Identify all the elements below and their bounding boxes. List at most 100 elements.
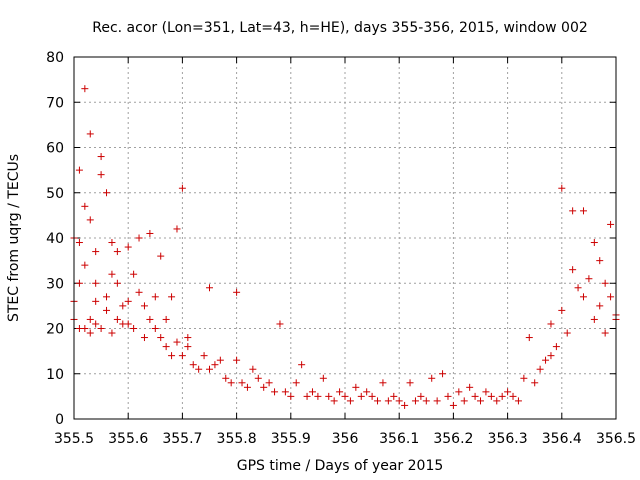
data-point [558, 306, 566, 314]
x-tick-label: 356.4 [542, 431, 582, 447]
data-point [374, 397, 382, 405]
data-point [428, 374, 436, 382]
data-point [206, 284, 213, 292]
data-point [477, 397, 484, 405]
y-axis-label: STEC from uqrg / TECUs [6, 154, 22, 322]
data-point [276, 320, 284, 328]
data-point [81, 325, 89, 332]
data-point [81, 202, 89, 210]
x-tick-label: 355.5 [54, 431, 94, 447]
y-tick-label: 20 [46, 322, 64, 338]
data-point [184, 343, 192, 351]
data-point [525, 334, 533, 342]
data-point [390, 392, 398, 400]
data-point [86, 216, 94, 224]
data-point [514, 397, 522, 405]
data-point [140, 302, 148, 310]
x-tick-label: 355.8 [217, 431, 257, 447]
data-point [368, 392, 376, 400]
x-tick-label: 355.6 [108, 431, 148, 447]
data-point [574, 284, 582, 292]
data-point [314, 392, 322, 400]
data-point [195, 365, 203, 373]
data-point [601, 329, 609, 337]
data-point [395, 397, 403, 405]
data-point [330, 397, 338, 405]
y-tick-label: 70 [46, 95, 64, 111]
data-point [346, 397, 354, 405]
data-point [140, 334, 148, 342]
data-point [173, 225, 181, 233]
x-tick-label: 356 [332, 431, 359, 447]
data-point [135, 234, 143, 242]
data-point [81, 85, 89, 93]
data-point [124, 243, 132, 251]
data-point [460, 397, 468, 405]
data-point [151, 293, 159, 301]
data-point [81, 261, 89, 269]
x-axis-label: GPS time / Days of year 2015 [237, 458, 444, 474]
data-point [168, 352, 176, 360]
data-point [298, 361, 306, 369]
data-point [590, 239, 598, 247]
data-point [189, 361, 197, 369]
data-point [108, 329, 116, 337]
data-point [607, 220, 615, 228]
data-point [563, 329, 571, 337]
x-tick-labels: 355.5 355.6 355.7 355.8 355.9 356 356.1 356.2 35… [54, 431, 636, 447]
data-point [254, 374, 262, 382]
data-point [607, 293, 615, 301]
data-point [287, 392, 295, 400]
data-point [103, 293, 111, 301]
data-point [547, 352, 555, 360]
data-point [433, 397, 441, 405]
data-point [157, 334, 165, 342]
data-point [86, 329, 94, 337]
data-point [86, 315, 94, 323]
data-point [75, 239, 83, 247]
data-point [341, 392, 349, 400]
data-point [579, 207, 587, 215]
data-point [493, 397, 501, 405]
x-tick-label: 356.2 [433, 431, 473, 447]
y-tick-label: 50 [46, 186, 64, 202]
data-point [336, 388, 344, 396]
data-point [119, 302, 127, 310]
data-point [509, 392, 517, 400]
data-point [92, 279, 100, 287]
data-point [222, 374, 230, 382]
data-point [168, 293, 176, 301]
data-point [211, 361, 219, 369]
data-point [471, 392, 479, 400]
x-tick-label: 355.9 [271, 431, 311, 447]
data-point [379, 379, 387, 387]
data-point [303, 392, 311, 400]
data-point [292, 379, 300, 387]
data-point [449, 401, 457, 409]
data-point [406, 379, 414, 387]
data-point [536, 365, 544, 373]
data-point [92, 248, 100, 256]
data-point [466, 383, 474, 391]
data-point [596, 257, 604, 265]
data-point [281, 388, 289, 396]
x-tick-label: 356.5 [596, 431, 636, 447]
data-point [135, 288, 143, 296]
data-point [162, 315, 170, 323]
y-tick-label: 80 [46, 50, 64, 66]
data-point [113, 315, 121, 323]
x-tick-label: 355.7 [162, 431, 202, 447]
data-point [520, 374, 528, 382]
y-tick-labels: 0 10 20 30 40 50 60 70 80 [46, 50, 64, 428]
data-point [569, 266, 577, 274]
data-point [233, 288, 241, 296]
x-tick-label: 356.3 [488, 431, 528, 447]
data-point [455, 388, 463, 396]
data-point [124, 320, 132, 328]
data-point [308, 388, 316, 396]
data-point [113, 279, 121, 287]
data-point [401, 401, 409, 409]
data-point [569, 207, 577, 215]
data-point [422, 397, 430, 405]
